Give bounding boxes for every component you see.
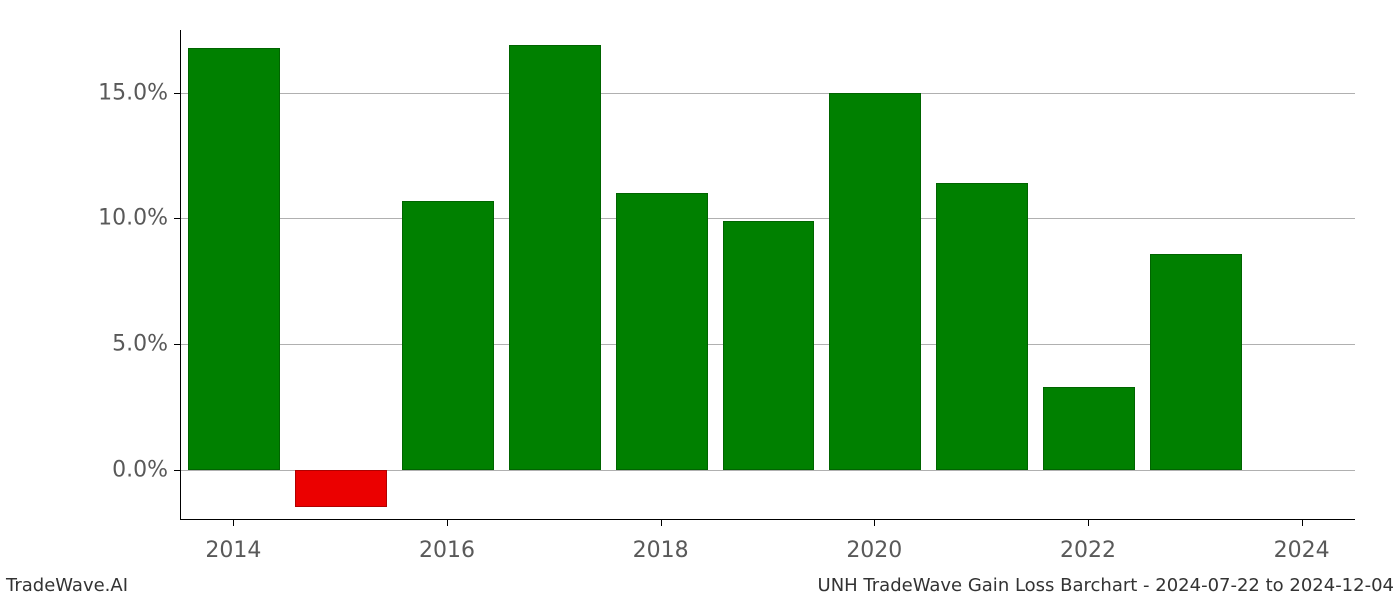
y-tick-mark (174, 93, 180, 94)
y-tick-mark (174, 218, 180, 219)
x-tick-label: 2022 (1060, 538, 1116, 563)
y-tick-label: 15.0% (98, 80, 168, 105)
x-tick-mark (661, 520, 662, 526)
gridline (181, 93, 1355, 94)
x-tick-label: 2016 (419, 538, 475, 563)
bar-positive (936, 183, 1028, 469)
plot-area (180, 30, 1355, 520)
bar-positive (616, 193, 708, 469)
y-tick-label: 0.0% (112, 457, 168, 482)
x-tick-label: 2024 (1274, 538, 1330, 563)
bar-positive (829, 93, 921, 470)
bar-positive (188, 48, 280, 470)
bar-positive (1150, 254, 1242, 470)
bar-negative (295, 470, 387, 508)
x-tick-mark (447, 520, 448, 526)
bar-positive (402, 201, 494, 470)
x-tick-mark (874, 520, 875, 526)
footer-brand: TradeWave.AI (6, 575, 128, 596)
y-tick-mark (174, 344, 180, 345)
x-tick-label: 2014 (205, 538, 261, 563)
bar-positive (509, 45, 601, 470)
chart-container: TradeWave.AI UNH TradeWave Gain Loss Bar… (0, 0, 1400, 600)
bar-positive (723, 221, 815, 470)
x-tick-mark (1088, 520, 1089, 526)
y-tick-label: 10.0% (98, 206, 168, 231)
footer-caption: UNH TradeWave Gain Loss Barchart - 2024-… (818, 575, 1394, 596)
x-tick-mark (1302, 520, 1303, 526)
x-tick-label: 2018 (633, 538, 689, 563)
x-tick-mark (233, 520, 234, 526)
x-tick-label: 2020 (846, 538, 902, 563)
y-tick-label: 5.0% (112, 332, 168, 357)
gridline (181, 218, 1355, 219)
bar-positive (1043, 387, 1135, 470)
y-tick-mark (174, 470, 180, 471)
